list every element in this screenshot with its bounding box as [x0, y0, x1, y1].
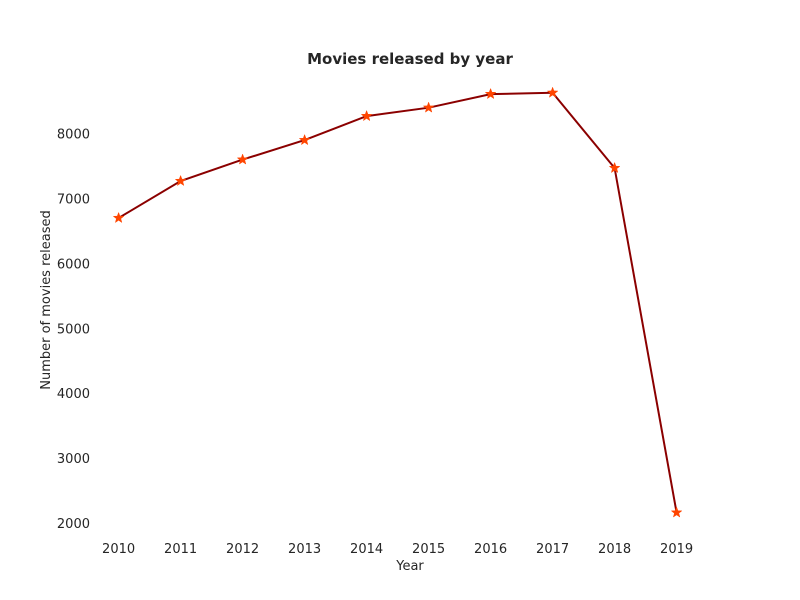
data-point-marker	[608, 161, 621, 174]
data-point-marker	[484, 87, 497, 100]
x-tick-labels: 2010 2011 2012 2013 2014 2015 2016 2017 2018 2019	[102, 542, 693, 557]
y-tick-label: 3000	[57, 452, 90, 467]
data-point-marker	[670, 506, 683, 518]
data-point-marker	[360, 109, 373, 122]
x-tick-label: 2019	[660, 542, 693, 557]
x-tick-label: 2012	[226, 542, 259, 557]
y-tick-label: 8000	[57, 128, 90, 143]
x-tick-label: 2010	[102, 542, 135, 557]
data-point-marker	[112, 211, 125, 224]
x-tick-label: 2018	[598, 542, 631, 557]
series-line	[118, 91, 678, 513]
y-tick-label: 6000	[57, 257, 90, 272]
data-point-marker	[298, 133, 311, 146]
y-axis-label: Number of movies released	[39, 210, 54, 390]
x-tick-label: 2011	[164, 542, 197, 557]
data-markers	[112, 86, 683, 518]
data-point-marker	[422, 101, 435, 113]
data-point-marker	[236, 153, 249, 165]
chart-title: Movies released by year	[307, 50, 513, 68]
x-axis-label: Year	[395, 559, 424, 574]
y-tick-label: 7000	[57, 193, 90, 208]
x-tick-label: 2014	[350, 542, 383, 557]
y-tick-label: 4000	[57, 387, 90, 402]
y-tick-label: 5000	[57, 322, 90, 337]
x-tick-label: 2016	[474, 542, 507, 557]
y-tick-label: 2000	[57, 517, 90, 532]
x-tick-label: 2015	[412, 542, 445, 557]
data-point-marker	[174, 174, 187, 187]
x-tick-label: 2013	[288, 542, 321, 557]
data-point-marker	[546, 86, 559, 98]
y-tick-labels: 2000 3000 4000 5000 6000 7000 8000	[57, 128, 90, 532]
x-tick-label: 2017	[536, 542, 569, 557]
